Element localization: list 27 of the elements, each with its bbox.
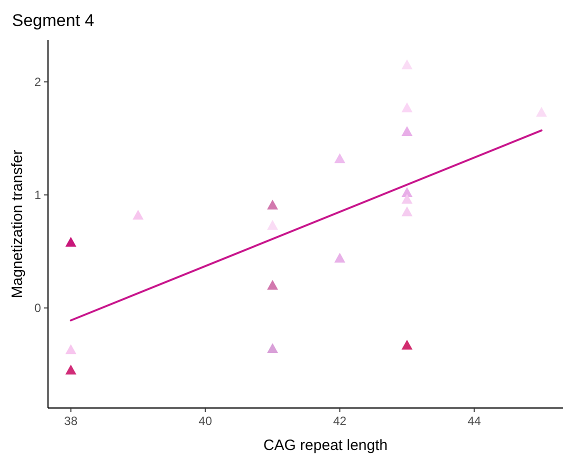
y-tick-label: 1 (34, 188, 42, 202)
point (267, 220, 278, 230)
point (334, 252, 346, 263)
point (402, 59, 413, 70)
x-tick-label: 44 (468, 414, 482, 428)
point (402, 206, 413, 216)
x-tick-label: 38 (64, 414, 78, 428)
y-tick-label: 0 (34, 301, 42, 316)
point (267, 343, 278, 354)
x-axis-title: CAG repeat length (263, 437, 388, 454)
x-tick-label: 42 (333, 414, 347, 428)
y-axis-title: Magnetization transfer (9, 150, 26, 298)
point (65, 344, 76, 354)
point (267, 200, 278, 210)
y-tick-label: 2 (34, 75, 42, 90)
x-tick-label: 40 (198, 414, 212, 428)
chart-title: Segment 4 (12, 11, 94, 30)
point (65, 236, 76, 247)
point (132, 210, 144, 220)
point (536, 106, 547, 117)
point (402, 102, 413, 112)
point (267, 280, 278, 290)
point (334, 153, 346, 164)
point (65, 364, 76, 375)
point (402, 194, 413, 204)
point (402, 126, 413, 136)
point (402, 340, 413, 350)
